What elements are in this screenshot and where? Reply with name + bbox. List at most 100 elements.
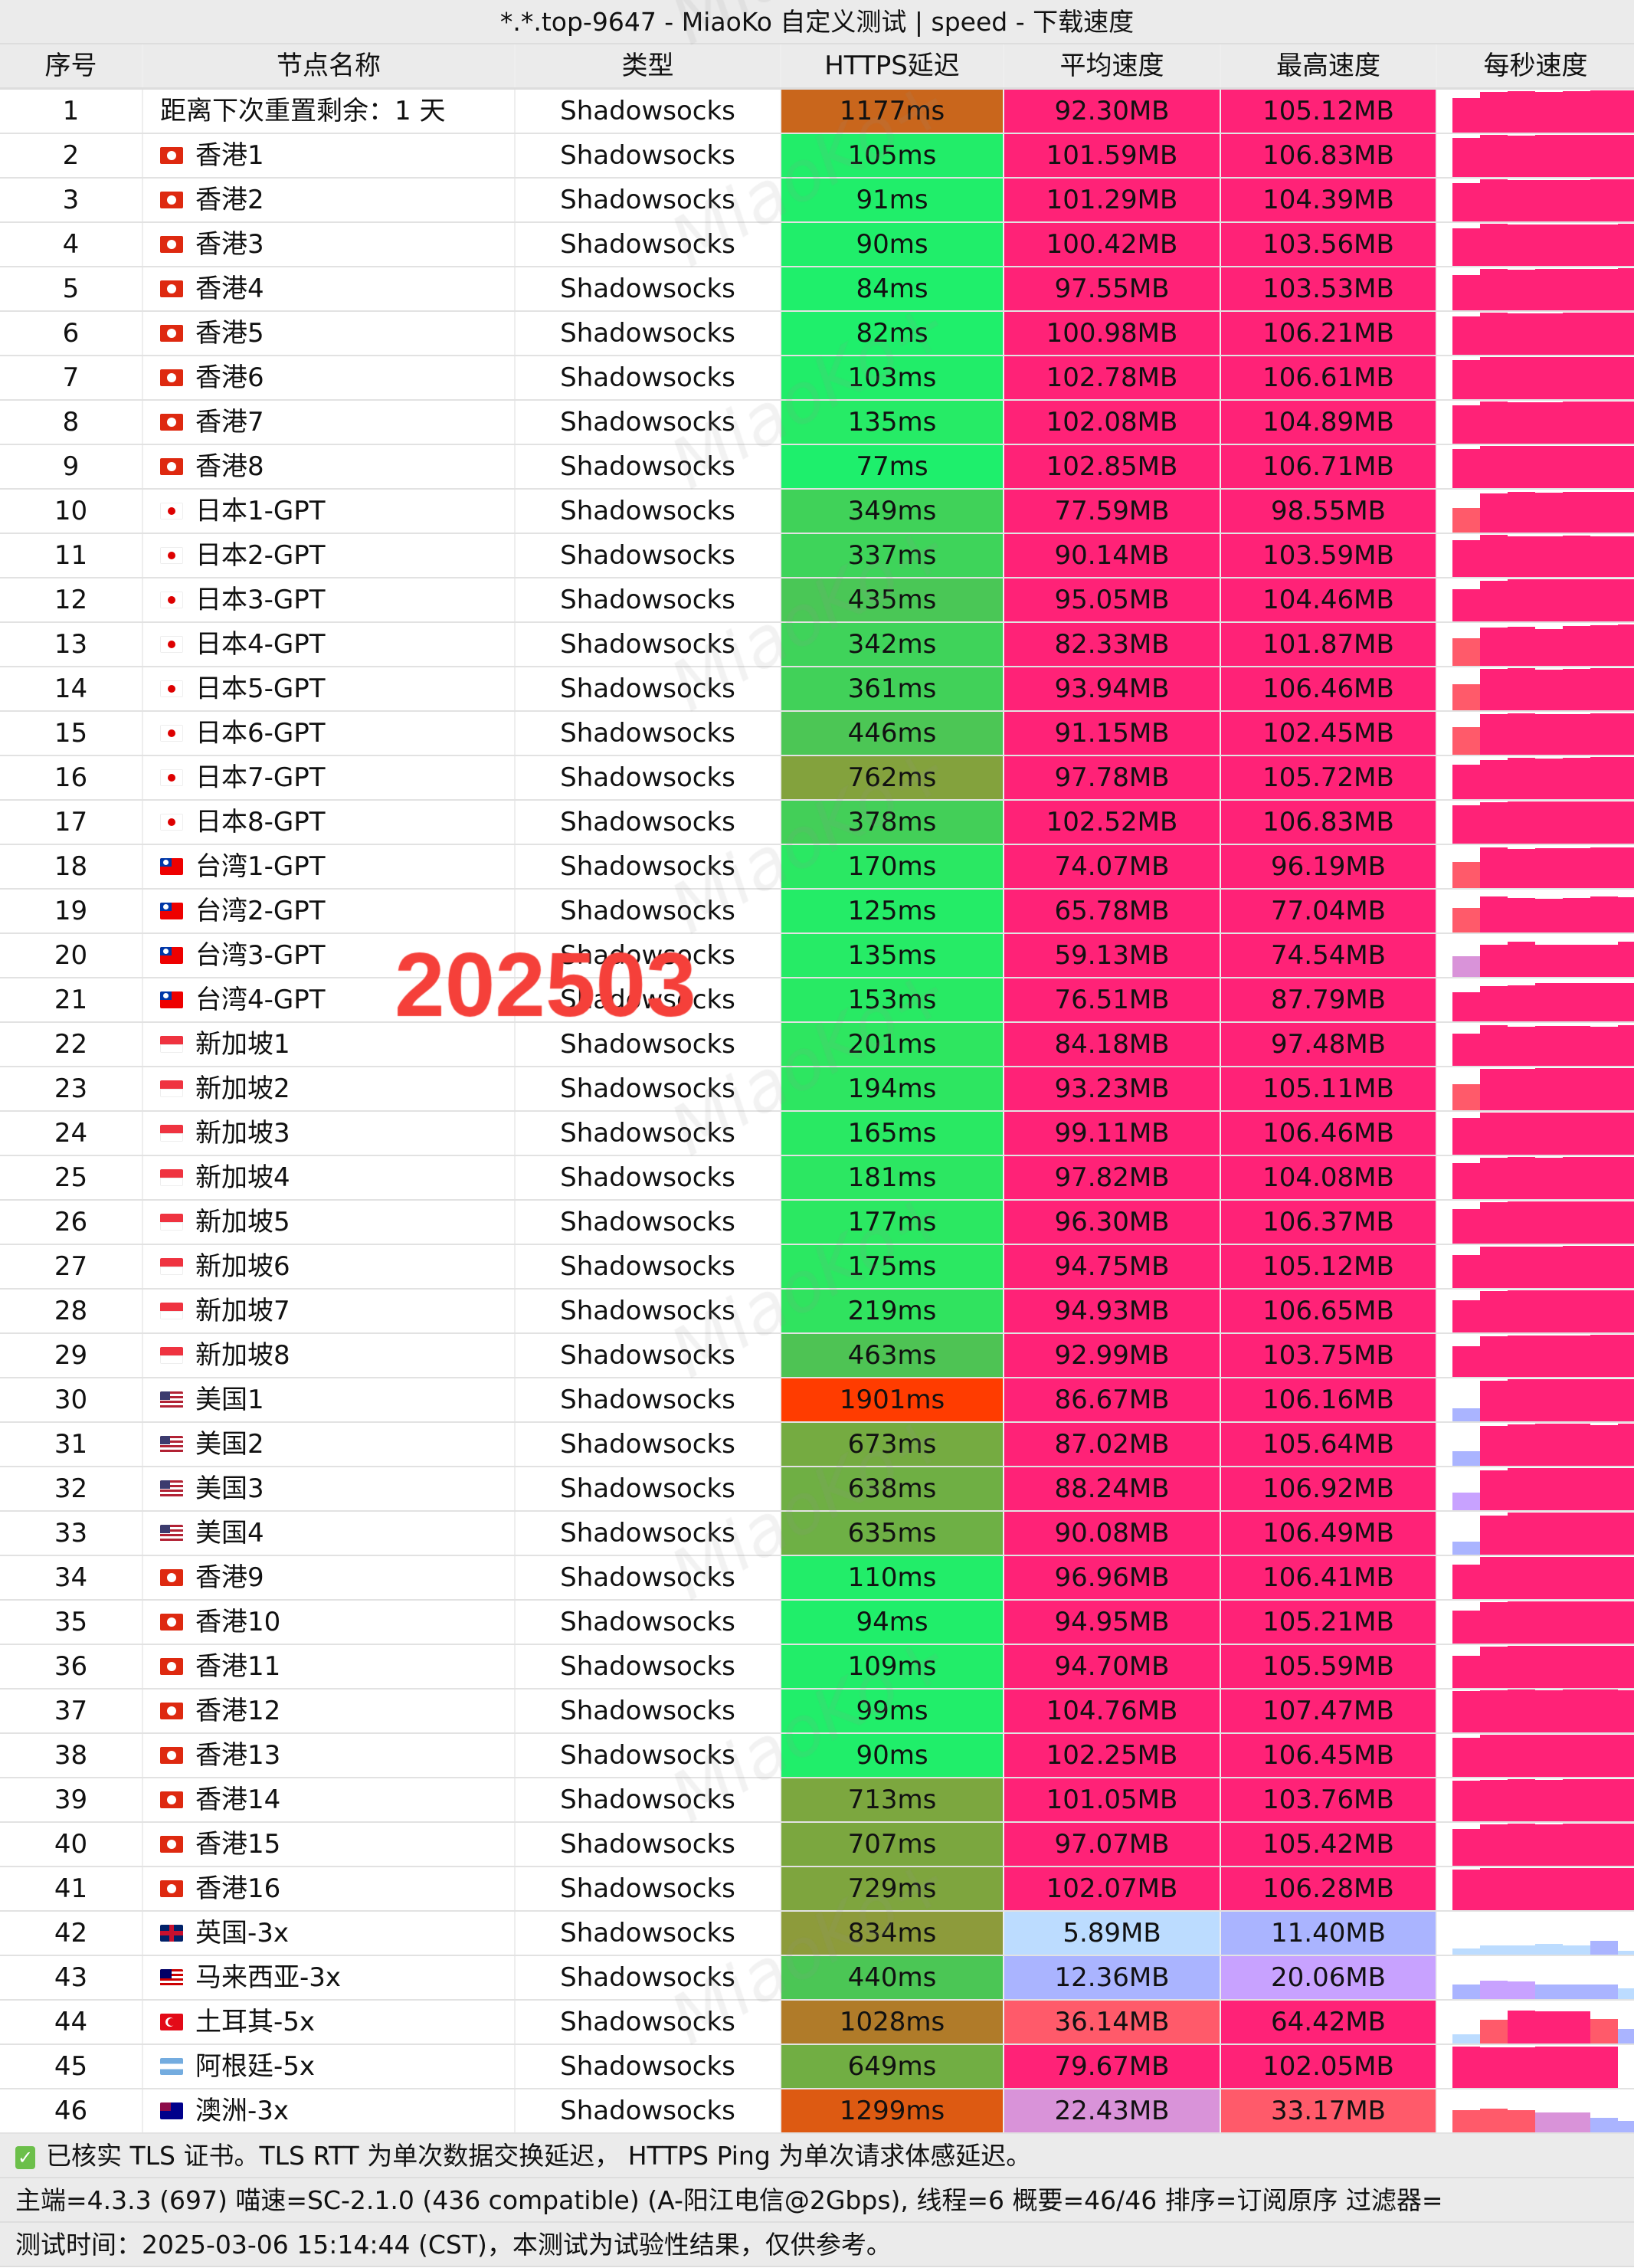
hk-flag-icon [160, 325, 183, 342]
max-speed: 106.92MB [1221, 1467, 1437, 1510]
speed-bar [1618, 536, 1634, 577]
speed-bar [1508, 357, 1535, 399]
speed-bar [1563, 90, 1590, 133]
speed-bar [1508, 941, 1535, 977]
speed-bar [1535, 714, 1563, 755]
table-row: 37 香港12 Shadowsocks 99ms 104.76MB 107.47MB [0, 1690, 1634, 1734]
speed-bar [1618, 1950, 1634, 1955]
speed-bar [1452, 183, 1480, 221]
speed-bar [1535, 1378, 1563, 1421]
node-name: 香港1 [195, 140, 264, 171]
speed-bar [1563, 1601, 1590, 1644]
header-avg-speed: 平均速度 [1004, 44, 1221, 87]
speed-bar [1618, 1734, 1634, 1777]
hk-flag-icon [160, 458, 183, 475]
node-name: 香港13 [195, 1740, 281, 1771]
node-name: 土耳其-5x [195, 2007, 316, 2037]
https-latency: 84ms [781, 267, 1004, 310]
max-speed: 20.06MB [1221, 1956, 1437, 1999]
speed-bar [1590, 668, 1618, 710]
node-type: Shadowsocks [516, 1645, 781, 1688]
speed-bar [1480, 1690, 1508, 1732]
tw-flag-icon [160, 858, 183, 875]
row-index: 25 [0, 1156, 143, 1199]
https-latency: 638ms [781, 1467, 1004, 1510]
node-name: 台湾4-GPT [195, 985, 326, 1015]
node-name-cell: 日本5-GPT [143, 667, 516, 710]
speed-bar [1535, 801, 1563, 844]
speed-bar [1535, 180, 1563, 221]
max-speed: 103.56MB [1221, 223, 1437, 266]
speed-bar [1452, 1564, 1480, 1599]
row-index: 21 [0, 978, 143, 1021]
per-second-speed-chart [1437, 1912, 1634, 1955]
https-latency: 181ms [781, 1156, 1004, 1199]
speed-bar [1480, 1515, 1508, 1555]
speed-bar [1508, 1779, 1535, 1821]
table-row: 39 香港14 Shadowsocks 713ms 101.05MB 103.76MB [0, 1778, 1634, 1823]
speed-bar [1535, 1423, 1563, 1466]
speed-bar [1452, 1493, 1480, 1510]
speed-bar [1535, 1646, 1563, 1688]
hk-flag-icon [160, 1703, 183, 1719]
speed-bar [1618, 356, 1634, 399]
speed-bar [1508, 313, 1535, 355]
speed-bar [1618, 2029, 1634, 2043]
speed-bar [1618, 801, 1634, 844]
table-row: 13 日本4-GPT Shadowsocks 342ms 82.33MB 101.87MB [0, 623, 1634, 667]
speed-bar [1590, 983, 1618, 1021]
speed-bar [1535, 1158, 1563, 1199]
avg-speed: 92.30MB [1004, 90, 1221, 133]
speed-bar [1563, 801, 1590, 844]
speed-bar [1590, 1867, 1618, 1910]
speed-bar [1480, 1291, 1508, 1332]
speed-bar [1480, 2020, 1508, 2043]
max-speed: 103.75MB [1221, 1334, 1437, 1377]
speed-bar [1508, 985, 1535, 1021]
hk-flag-icon [160, 369, 183, 386]
speed-bar [1535, 135, 1563, 177]
max-speed: 106.46MB [1221, 667, 1437, 710]
sg-flag-icon [160, 1169, 183, 1186]
speed-bar [1563, 135, 1590, 177]
speed-bar [1618, 1646, 1634, 1688]
speed-bar [1535, 91, 1563, 133]
max-speed: 74.54MB [1221, 934, 1437, 977]
https-latency: 834ms [781, 1912, 1004, 1955]
jp-flag-icon [160, 769, 183, 786]
avg-speed: 92.99MB [1004, 1334, 1221, 1377]
node-name: 澳洲-3x [195, 2096, 290, 2126]
avg-speed: 74.07MB [1004, 845, 1221, 888]
speed-bar [1452, 1346, 1480, 1377]
speed-bar [1563, 1068, 1590, 1110]
speed-bar [1563, 2046, 1590, 2088]
max-speed: 106.61MB [1221, 356, 1437, 399]
table-row: 38 香港13 Shadowsocks 90ms 102.25MB 106.45MB [0, 1734, 1634, 1778]
speed-bar [1535, 401, 1563, 444]
speed-bar [1563, 536, 1590, 577]
row-index: 7 [0, 356, 143, 399]
speed-bar [1508, 1068, 1535, 1110]
avg-speed: 93.94MB [1004, 667, 1221, 710]
node-name-cell: 台湾4-GPT [143, 978, 516, 1021]
max-speed: 105.72MB [1221, 756, 1437, 799]
avg-speed: 102.08MB [1004, 401, 1221, 444]
https-latency: 446ms [781, 712, 1004, 755]
node-name-cell: 台湾3-GPT [143, 934, 516, 977]
avg-speed: 101.29MB [1004, 179, 1221, 221]
table-row: 24 新加坡3 Shadowsocks 165ms 99.11MB 106.46MB [0, 1112, 1634, 1156]
speed-bar [1480, 945, 1508, 977]
speed-bar [1563, 1335, 1590, 1377]
table-row: 5 香港4 Shadowsocks 84ms 97.55MB 103.53MB [0, 267, 1634, 312]
row-index: 15 [0, 712, 143, 755]
speed-bar [1508, 579, 1535, 621]
node-name-cell: 香港9 [143, 1556, 516, 1599]
avg-speed: 101.59MB [1004, 134, 1221, 177]
row-index: 3 [0, 179, 143, 221]
table-row: 32 美国3 Shadowsocks 638ms 88.24MB 106.92MB [0, 1467, 1634, 1512]
https-latency: 170ms [781, 845, 1004, 888]
speed-bar [1480, 356, 1508, 399]
per-second-speed-chart [1437, 356, 1634, 399]
speed-bar [1535, 313, 1563, 355]
per-second-speed-chart [1437, 1601, 1634, 1644]
